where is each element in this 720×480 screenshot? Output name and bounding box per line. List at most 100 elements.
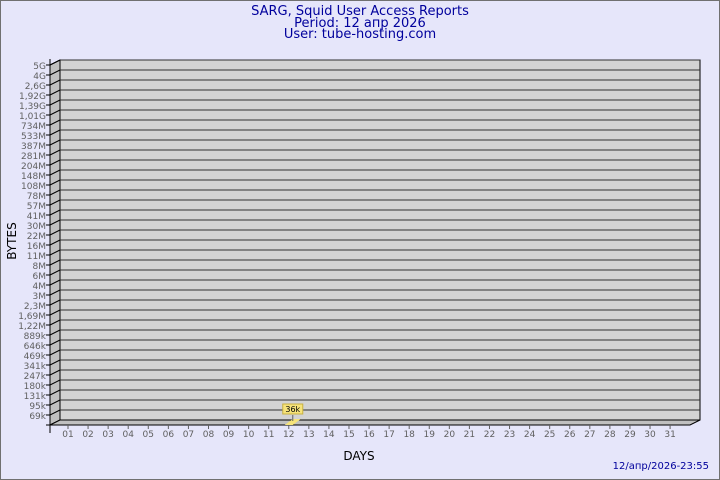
y-tick-label: 108M [21, 182, 46, 192]
y-tick-label: 1,39G [19, 102, 46, 112]
x-tick-label: 21 [464, 430, 475, 440]
gridline-depth [49, 369, 61, 376]
y-tick-label: 95k [29, 402, 46, 412]
x-tick-label: 14 [323, 430, 335, 440]
y-tick-label: 180k [24, 382, 47, 392]
x-tick-label: 15 [343, 430, 354, 440]
x-tick-label: 02 [82, 430, 93, 440]
gridline-depth [49, 249, 61, 256]
chart-period: Period: 12 апр 2026 [294, 16, 426, 31]
gridline-depth [49, 319, 61, 326]
gridline-depth [49, 389, 61, 396]
gridline-depth [49, 69, 61, 76]
y-tick-label: 6M [33, 272, 47, 282]
y-tick-label: 341k [24, 362, 47, 372]
gridline-depth [49, 209, 61, 216]
x-axis-label: DAYS [343, 449, 374, 463]
x-tick-label: 03 [102, 430, 113, 440]
y-tick-label: 2,3M [24, 302, 46, 312]
x-tick-label: 18 [403, 430, 415, 440]
x-tick-label: 30 [644, 430, 656, 440]
x-tick-label: 25 [544, 430, 555, 440]
gridline-depth [49, 359, 61, 366]
gridline-depth [49, 199, 61, 206]
gridline-depth [49, 169, 61, 176]
x-tick-label: 16 [363, 430, 375, 440]
gridline-depth [49, 189, 61, 196]
gridline-depth [49, 339, 61, 346]
chart-title: SARG, Squid User Access Reports [251, 4, 469, 19]
x-tick-label: 09 [223, 430, 235, 440]
y-tick-label: 387M [21, 142, 46, 152]
gridline-depth [49, 289, 61, 296]
gridline-depth [49, 99, 61, 106]
x-tick-label: 29 [624, 430, 636, 440]
gridline-depth [49, 79, 61, 86]
x-tick-label: 04 [122, 430, 134, 440]
y-tick-label: 41M [27, 212, 46, 222]
x-tick-label: 01 [62, 430, 73, 440]
y-tick-label: 247k [24, 372, 47, 382]
y-tick-label: 469k [24, 352, 47, 362]
y-tick-label: 734M [21, 122, 46, 132]
y-tick-label: 131k [24, 392, 47, 402]
y-tick-label: 4M [33, 282, 47, 292]
y-tick-label: 1,01G [19, 112, 46, 122]
y-tick-label: 1,22M [18, 322, 46, 332]
x-tick-label: 28 [604, 430, 616, 440]
gridline-depth [49, 399, 61, 406]
gridline-depth [49, 119, 61, 126]
gridline-depth [49, 89, 61, 96]
gridline-depth [49, 279, 61, 286]
gridline-depth [49, 229, 61, 236]
x-tick-label: 23 [504, 430, 515, 440]
x-tick-label: 22 [484, 430, 495, 440]
x-tick-label: 13 [303, 430, 314, 440]
data-label-box [282, 403, 304, 415]
gridline-depth [49, 379, 61, 386]
y-tick-label: 646k [24, 342, 47, 352]
gridline-depth [49, 409, 61, 416]
x-tick-label: 24 [524, 430, 536, 440]
y-tick-label: 1,92G [19, 92, 46, 102]
y-tick-label: 5G [33, 62, 46, 72]
gridline-depth [49, 139, 61, 146]
y-tick-label: 30M [27, 222, 46, 232]
y-tick-label: 22M [27, 232, 46, 242]
y-tick-label: 2,6G [25, 82, 46, 92]
x-tick-label: 31 [664, 430, 675, 440]
timestamp: 12/апр/2026-23:55 [612, 461, 709, 472]
plot-floor [49, 419, 701, 426]
y-axis-label: BYTES [5, 222, 19, 259]
x-tick-label: 19 [424, 430, 436, 440]
y-tick-label: 204M [21, 162, 46, 172]
x-tick-label: 08 [203, 430, 215, 440]
gridline-depth [49, 219, 61, 226]
y-tick-label: 148M [21, 172, 46, 182]
y-tick-label: 57M [27, 202, 46, 212]
chart-user: User: tube-hosting.com [283, 27, 437, 42]
y-tick-label: 1,69M [18, 312, 46, 322]
y-tick-label: 69k [29, 412, 46, 422]
y-tick-label: 4G [33, 72, 46, 82]
gridline-depth [49, 299, 61, 306]
y-tick-label: 78M [27, 192, 46, 202]
gridline-depth [49, 109, 61, 116]
gridline-depth [49, 129, 61, 136]
gridline-depth [49, 269, 61, 276]
gridline-depth [49, 59, 61, 66]
y-tick-label: 281M [21, 152, 46, 162]
y-tick-label: 533M [21, 132, 46, 142]
x-tick-label: 26 [564, 430, 576, 440]
y-tick-label: 889k [24, 332, 47, 342]
x-tick-label: 06 [163, 430, 175, 440]
y-tick-label: 8M [33, 262, 47, 272]
x-tick-label: 12 [283, 430, 294, 440]
x-tick-label: 27 [584, 430, 595, 440]
x-tick-label: 20 [444, 430, 456, 440]
gridline-depth [49, 329, 61, 336]
gridline-depth [49, 309, 61, 316]
x-tick-label: 11 [263, 430, 274, 440]
x-tick-label: 17 [383, 430, 394, 440]
gridline-depth [49, 179, 61, 186]
